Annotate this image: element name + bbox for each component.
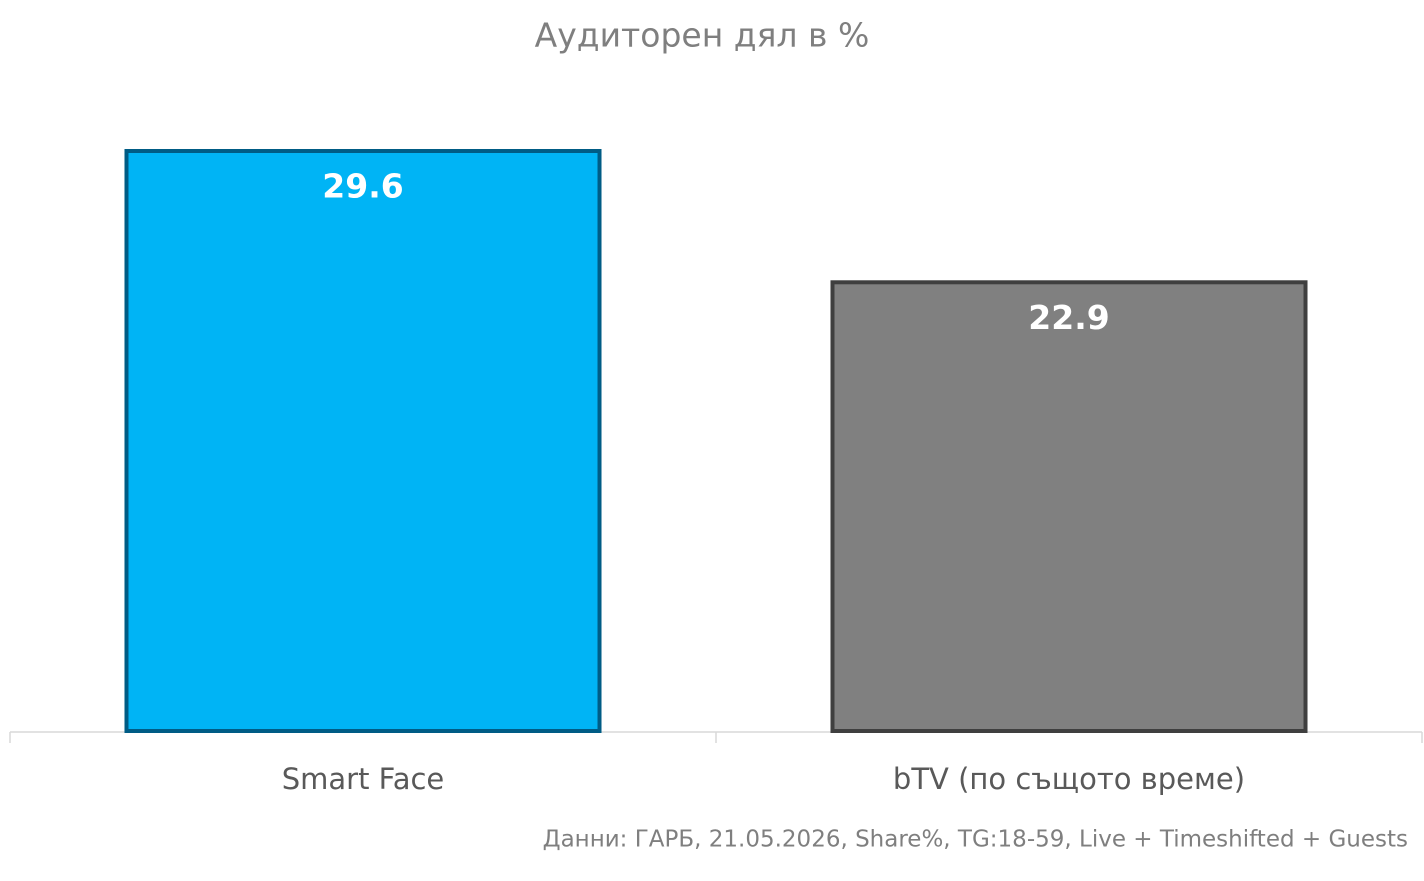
bar [830, 280, 1308, 733]
value-label: 22.9 [1028, 298, 1109, 337]
x-tick-label: bTV (по същото време) [893, 762, 1245, 796]
value-label: 29.6 [322, 167, 403, 206]
x-tick-label: Smart Face [282, 762, 445, 796]
bar [124, 149, 602, 733]
source-note: Данни: ГАРБ, 21.05.2026, Share%, TG:18-5… [543, 827, 1408, 853]
chart-title: Аудиторен дял в % [535, 16, 870, 55]
